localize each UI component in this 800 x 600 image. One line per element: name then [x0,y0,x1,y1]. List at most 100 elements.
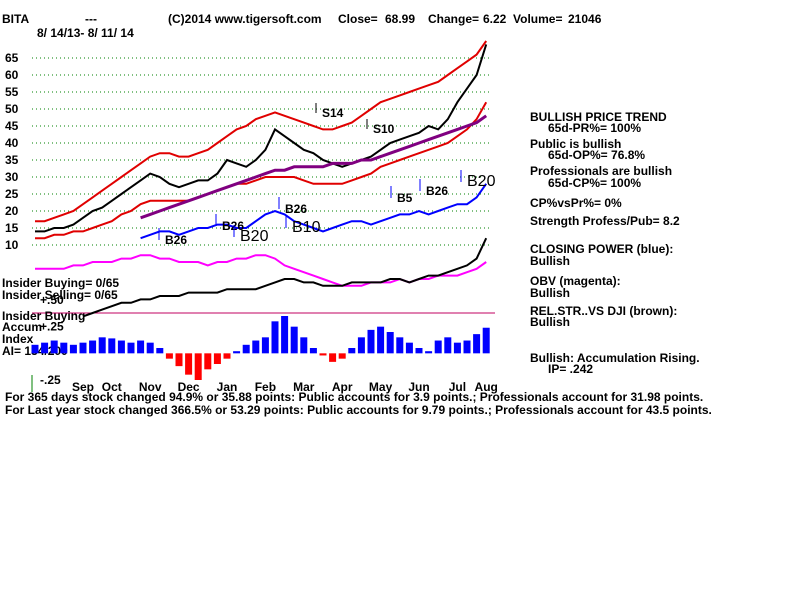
acc-bar [367,329,375,354]
x-tick-label: Aug [475,380,498,394]
status-text: Professionals are bullish [530,164,672,178]
acc-bar [425,351,433,354]
acc-bar [415,348,423,354]
signal-label: B20 [467,173,496,190]
acc-bar [223,353,231,359]
y-tick-label: 15 [5,221,19,235]
acc-bar [281,316,289,354]
status-text: Bullish: Accumulation Rising. [530,351,700,365]
series-line [140,183,488,240]
status-text: BULLISH PRICE TREND [530,110,667,124]
y-tick-label: 20 [5,204,19,218]
y-tick-label: 30 [5,170,19,184]
close: 68.99 [385,12,415,26]
acc-bar [261,337,269,354]
status-text: IP= .242 [548,362,593,376]
volume-label: Volume= [513,12,562,26]
insider-text: Accum [2,320,42,334]
signal-label: B26 [285,202,307,216]
acc-bar [50,340,58,354]
signal-label: B26 [222,219,244,233]
y-tick-label: -.25 [40,373,61,387]
acc-bar [146,342,154,354]
acc-bar [108,338,116,354]
acc-bar [194,353,202,380]
y-tick-label: 65 [5,51,19,65]
y-tick-label: 50 [5,102,19,116]
status-text: 65d-PR%= 100% [548,121,641,135]
acc-bar [31,344,39,354]
x-tick-label: Sep [72,380,94,394]
legend-entry: REL.STR..VS DJI (brown): [530,304,677,318]
acc-bar [89,340,97,354]
change-label: Change= [428,12,479,26]
acc-bar [357,337,365,354]
x-tick-label: Jul [449,380,466,394]
x-tick-label: Dec [178,380,200,394]
status-text: CP%vsPr%= 0% [530,196,622,210]
signal-label: S14 [322,106,344,120]
acc-bar [60,342,68,354]
acc-bar [338,353,346,359]
summary-line: For Last year stock changed 366.5% or 53… [5,403,712,417]
acc-bar [405,342,413,354]
status-text: Public is bullish [530,137,621,151]
x-tick-label: Mar [293,380,315,394]
acc-bar [300,337,308,354]
acc-bar [377,326,385,354]
status-text: 65d-CP%= 100% [548,176,641,190]
signal-label: S10 [373,122,395,136]
legend-entry: CLOSING POWER (blue): [530,242,673,256]
x-tick-label: Feb [255,380,276,394]
acc-bar [213,353,221,364]
acc-bar [156,348,164,354]
status-text: Bullish [530,254,570,268]
acc-bar [453,342,461,354]
x-tick-label: Nov [139,380,162,394]
acc-bar [329,353,337,362]
acc-bar [117,340,125,354]
series-line [82,237,488,318]
y-tick-label: 10 [5,238,19,252]
legend-entry: OBV (magenta): [530,274,621,288]
summary-line: For 365 days stock changed 94.9% or 35.8… [5,390,703,404]
x-tick-label: Apr [332,380,353,394]
status-text: 65d-OP%= 76.8% [548,148,645,162]
acc-bar [165,353,173,359]
acc-bar [41,342,49,354]
acc-bar [463,340,471,354]
series-line [140,114,488,220]
volume: 21046 [568,12,602,26]
acc-bar [252,340,260,354]
signal-label: B26 [426,184,448,198]
status-text: Bullish [530,315,570,329]
acc-bar [434,340,442,354]
signal-label: B10 [292,219,321,236]
insider-text: Index [2,332,34,346]
series-line [35,44,488,233]
signal-label: B20 [240,228,269,245]
copyright: (C)2014 www.tigersoft.com [168,12,322,26]
acc-bar [290,326,298,354]
acc-bar [309,348,317,354]
x-tick-label: Oct [102,380,122,394]
acc-bar [69,344,77,354]
acc-bar [319,353,327,356]
signal-label: B5 [397,191,413,205]
acc-bar [98,337,106,354]
dashes: --- [85,12,97,26]
acc-bar [444,337,452,354]
acc-bar [204,353,212,370]
acc-bar [137,340,145,354]
y-tick-label: +.25 [40,320,64,334]
status-text: Bullish [530,286,570,300]
y-tick-label: 55 [5,85,19,99]
close-label: Close= [338,12,378,26]
insider-text: Insider Selling= 0/65 [2,288,118,302]
acc-bar [348,348,356,354]
x-tick-label: May [369,380,393,394]
change: 6.22 [483,12,507,26]
y-tick-label: 25 [5,187,19,201]
acc-bar [127,342,135,354]
